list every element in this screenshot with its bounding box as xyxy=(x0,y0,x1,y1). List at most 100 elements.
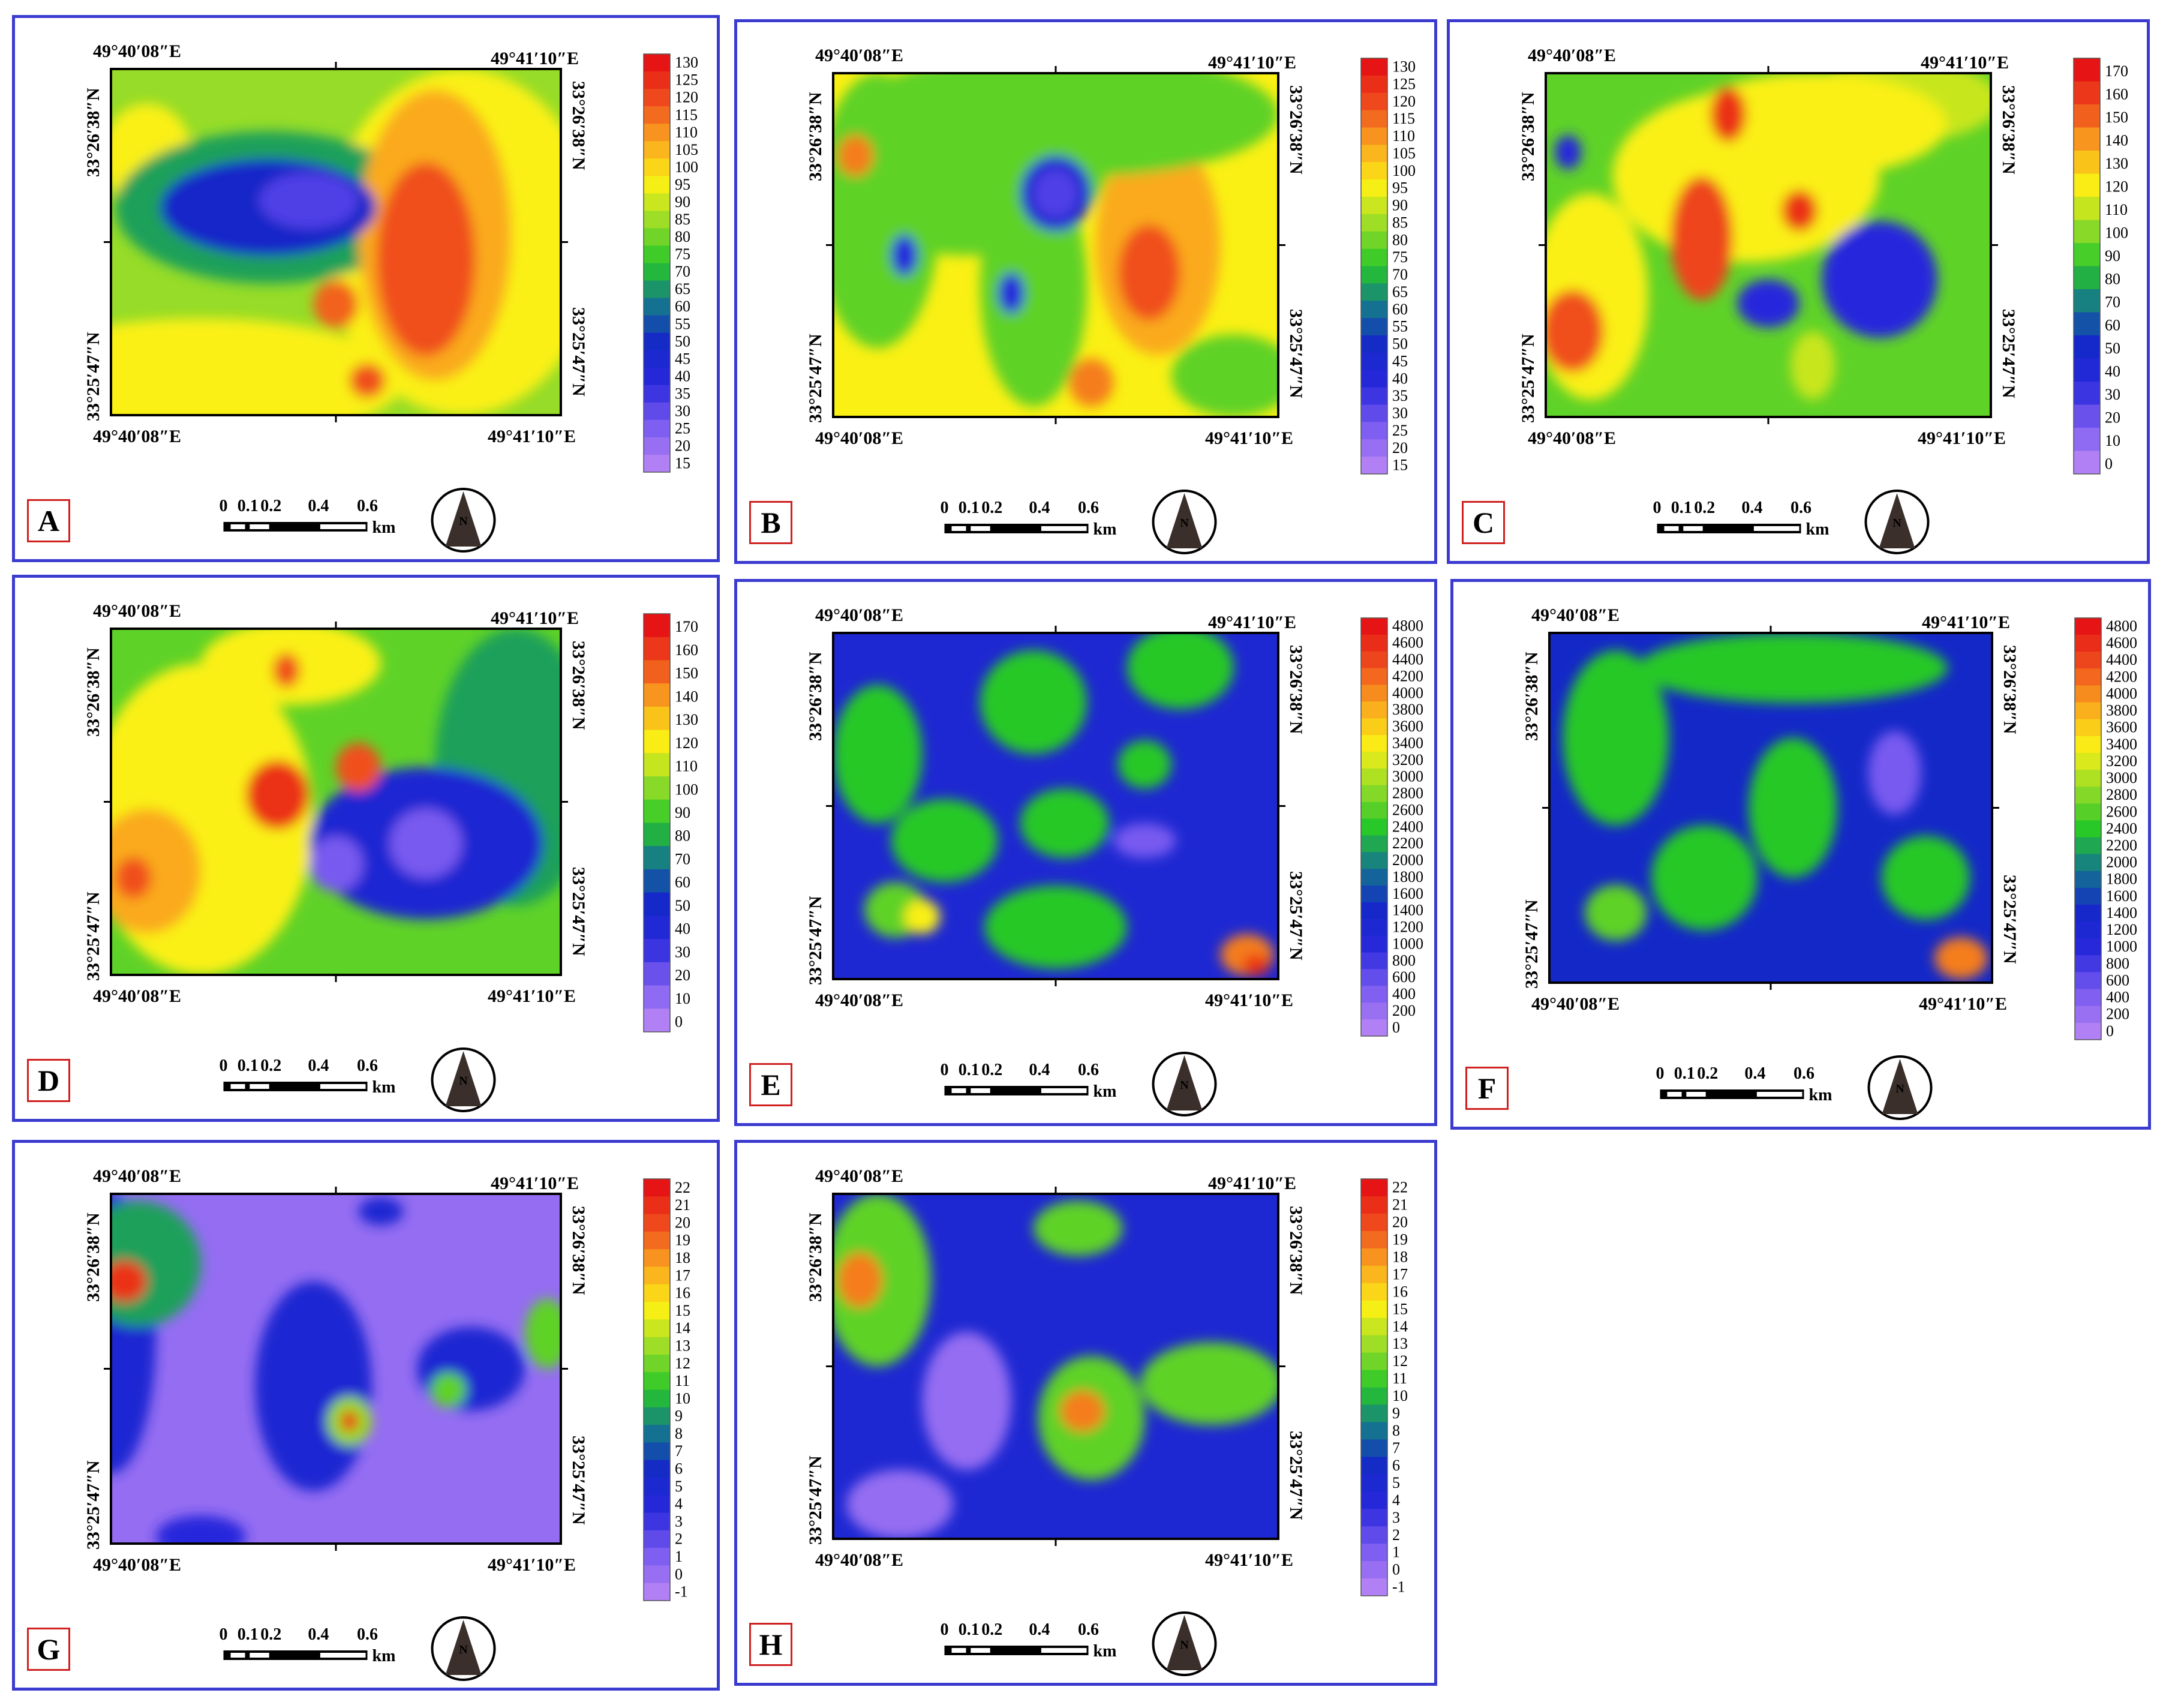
legend-tick-label: 9 xyxy=(1392,1404,1400,1422)
legend-swatch xyxy=(644,71,670,89)
legend-tick-label: 90 xyxy=(1392,197,1408,214)
lat-north-right-label: 33°26′38″N xyxy=(1286,1206,1306,1295)
legend-swatch xyxy=(2075,1022,2101,1040)
legend-swatch xyxy=(1361,1248,1387,1266)
legend-swatch xyxy=(1361,370,1387,388)
legend-swatch xyxy=(644,869,670,893)
legend-swatch xyxy=(644,1442,670,1461)
contour-region xyxy=(246,760,309,830)
legend-swatch xyxy=(1361,1474,1387,1492)
legend-tick-label: 15 xyxy=(675,1302,690,1319)
legend-swatch xyxy=(1361,127,1387,145)
lon-west-bottom-label: 49°40′08″E xyxy=(93,1555,181,1575)
legend-swatch xyxy=(1361,404,1387,422)
legend-tick-label: 110 xyxy=(1392,127,1415,145)
legend-tick-label: 200 xyxy=(2106,1005,2129,1023)
contour-field xyxy=(111,629,561,975)
lat-south-right-label: 33°25′47″N xyxy=(569,867,588,956)
legend-swatch xyxy=(644,846,670,870)
legend-swatch xyxy=(644,1530,670,1548)
legend-swatch xyxy=(1361,785,1387,803)
lat-north-right-label: 33°26′38″N xyxy=(569,641,588,730)
legend-tick-label: 170 xyxy=(2105,62,2128,80)
contour-region xyxy=(878,73,1278,176)
north-label: N xyxy=(1180,1638,1189,1652)
legend-swatch xyxy=(2074,58,2100,82)
legend-swatch xyxy=(644,892,670,916)
map-panel-c: 49°40′08″E 49°41′10″E 49°40′08″E 49°41′10″E… xyxy=(1447,19,2150,564)
contour-region xyxy=(1670,176,1733,301)
legend-swatch xyxy=(1361,283,1387,301)
scale-label: 0.2 xyxy=(1694,499,1715,517)
legend-swatch xyxy=(644,1249,670,1267)
lon-west-bottom-label: 49°40′08″E xyxy=(815,990,903,1010)
scale-label: 0.4 xyxy=(1741,499,1762,517)
scale-label: 0.1 xyxy=(238,497,259,515)
contour-region xyxy=(998,272,1025,314)
contour-region xyxy=(904,899,941,934)
panel-letter-label: C xyxy=(1462,501,1505,544)
legend-tick-label: 70 xyxy=(2105,293,2120,311)
legend-tick-label: 120 xyxy=(675,89,698,106)
legend-swatch xyxy=(1361,869,1387,886)
legend-swatch xyxy=(1361,852,1387,869)
scale-label: 0.4 xyxy=(1744,1064,1765,1083)
legend-swatch xyxy=(644,54,670,72)
legend-tick-label: 4600 xyxy=(1392,634,1423,652)
scale-label: 0.2 xyxy=(260,1056,281,1075)
contour-region xyxy=(837,135,873,176)
legend-tick-label: 50 xyxy=(675,897,690,914)
legend-tick-label: 17 xyxy=(1392,1265,1408,1283)
legend-tick-label: 2200 xyxy=(2106,836,2137,854)
scale-unit: km xyxy=(1809,1086,1832,1104)
contour-region xyxy=(1033,1200,1123,1256)
legend-swatch xyxy=(1361,1002,1387,1020)
scale-label: 0.4 xyxy=(1029,1061,1050,1079)
legend-swatch xyxy=(2075,770,2101,787)
legend-tick-label: 8 xyxy=(675,1425,683,1442)
map-panel-f: 49°40′08″E 49°41′10″E 49°40′08″E 49°41′10″E… xyxy=(1450,579,2151,1130)
legend-swatch xyxy=(644,454,670,473)
panel-letter-label: H xyxy=(749,1623,792,1666)
contour-region xyxy=(1554,135,1582,170)
legend-tick-label: 10 xyxy=(675,990,690,1007)
legend-tick-label: 45 xyxy=(675,350,690,367)
legend-swatch xyxy=(2075,938,2101,956)
contour-region xyxy=(846,1470,954,1539)
legend-swatch xyxy=(644,1319,670,1338)
north-arrow-icon: N xyxy=(431,488,496,553)
legend-swatch xyxy=(2075,736,2101,754)
legend-tick-label: 4000 xyxy=(1392,684,1423,701)
lat-north-left-label: 33°26′38″N xyxy=(806,92,825,181)
legend-swatch xyxy=(1361,935,1387,953)
lat-north-left-label: 33°26′38″N xyxy=(83,88,103,177)
lon-east-top-label: 49°41′10″E xyxy=(1921,53,2009,73)
legend-tick-label: 30 xyxy=(1392,404,1408,422)
legend-tick-label: 10 xyxy=(1392,1387,1408,1404)
legend-tick-label: 2400 xyxy=(2106,820,2137,837)
lon-east-top-label: 49°41′10″E xyxy=(1922,613,2010,632)
legend-tick-label: 120 xyxy=(2105,178,2128,196)
legend-tick-label: 35 xyxy=(1392,387,1408,404)
map-graphic: 49°40′08″E 49°41′10″E 49°40′08″E 49°41′10″E… xyxy=(83,1166,690,1681)
contour-region xyxy=(922,1332,1011,1470)
legend-swatch xyxy=(644,385,670,403)
legend-tick-label: 600 xyxy=(2106,971,2129,989)
legend-swatch xyxy=(2075,652,2101,669)
map-graphic: 49°40′08″E 49°41′10″E 49°40′08″E 49°41′10″E… xyxy=(83,41,698,553)
legend-tick-label: 5 xyxy=(675,1478,683,1495)
legend-swatch xyxy=(644,280,670,299)
map-graphic: 49°40′08″E 49°41′10″E 49°40′08″E 49°41′10″E… xyxy=(1518,46,2128,554)
legend-swatch xyxy=(644,228,670,246)
contour-region xyxy=(1868,731,1921,815)
legend-swatch xyxy=(1361,1213,1387,1232)
legend-swatch xyxy=(644,106,670,124)
legend-tick-label: 12 xyxy=(675,1355,690,1372)
legend-tick-label: 0 xyxy=(1392,1019,1400,1036)
scale-label: 0 xyxy=(1653,499,1662,517)
lon-west-bottom-label: 49°40′08″E xyxy=(93,986,181,1006)
legend-tick-label: 1800 xyxy=(2106,870,2137,888)
legend-swatch xyxy=(644,915,670,939)
legend-swatch xyxy=(1361,668,1387,686)
contour-region xyxy=(1585,884,1647,941)
